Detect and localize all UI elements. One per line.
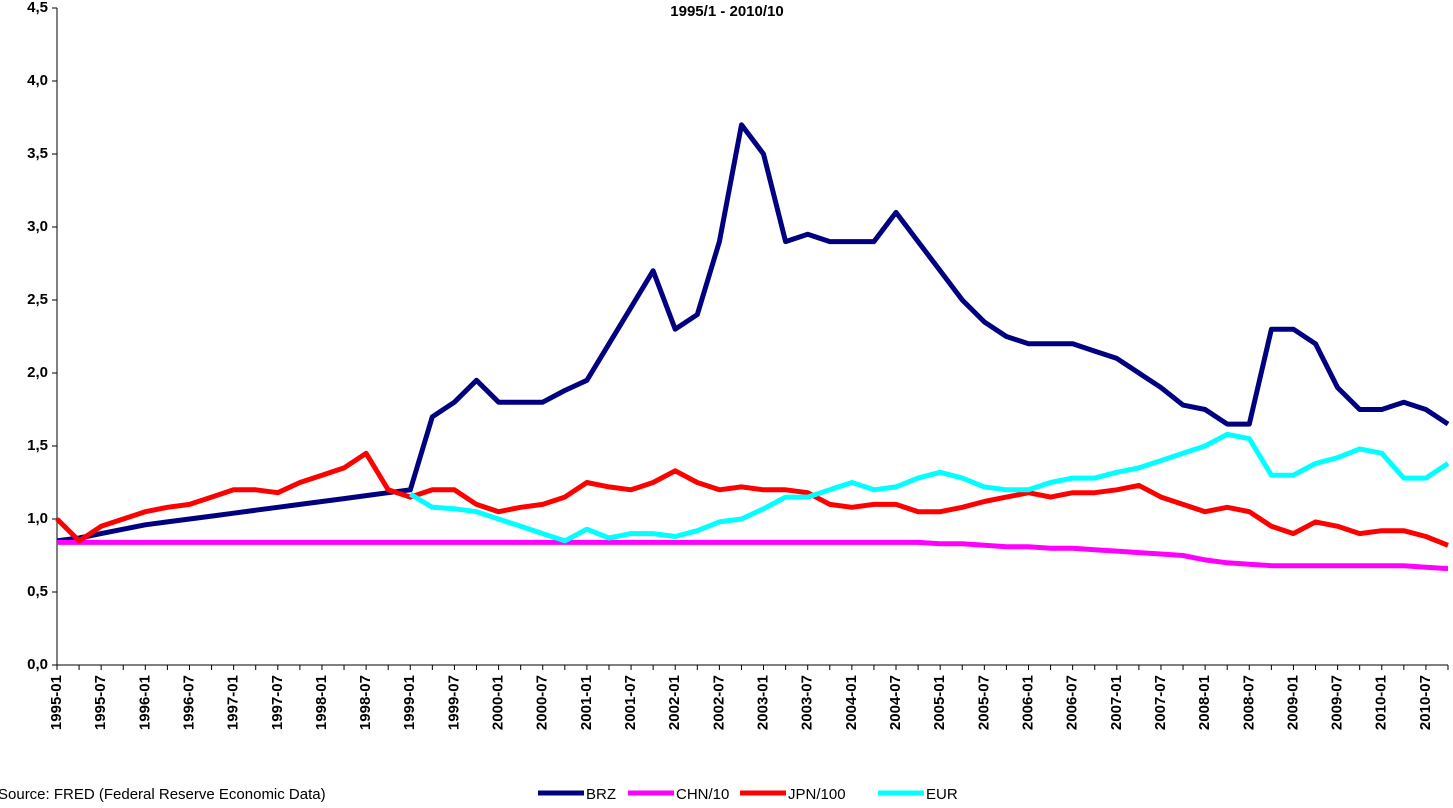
x-tick-label: 2004-07 [887,675,904,730]
series-line [55,450,1449,548]
y-tick-label: 1,0 [27,510,48,527]
x-tick-label: 2002-07 [710,675,727,730]
y-tick-label: 3,5 [27,145,48,162]
x-tick-label: 2001-07 [622,675,639,730]
x-tick-label: 2005-07 [975,675,992,730]
legend-label: BRZ [586,786,616,803]
legend-label: EUR [926,786,958,803]
chart-title: 1995/1 - 2010/10 [670,3,783,20]
x-tick-label: 1995-01 [48,675,65,730]
y-tick-label: 4,0 [27,72,48,89]
x-tick-label: 2004-01 [843,675,860,730]
x-tick-label: 2000-07 [534,675,551,730]
x-tick-label: 2009-07 [1329,675,1346,730]
x-tick-label: 2006-01 [1019,675,1036,730]
x-tick-label: 1996-07 [180,675,197,730]
y-tick-label: 1,5 [27,437,48,454]
x-tick-label: 2006-07 [1064,675,1081,730]
x-tick-label: 1999-07 [445,675,462,730]
y-tick-label: 3,0 [27,218,48,235]
x-tick-label: 1995-07 [92,675,109,730]
x-tick-label: 2007-01 [1108,675,1125,730]
x-tick-label: 2008-01 [1196,675,1213,730]
series-line [409,431,1450,544]
y-tick-label: 0,5 [27,583,48,600]
source-note: Source: FRED (Federal Reserve Economic D… [0,786,326,803]
y-tick-label: 0,0 [27,656,48,673]
x-tick-label: 2008-07 [1240,675,1257,730]
series-line [56,122,1450,544]
x-tick-label: 1997-07 [269,675,286,730]
y-tick-label: 2,0 [27,364,48,381]
legend-label: JPN/100 [788,786,846,803]
x-tick-label: 2003-07 [799,675,816,730]
x-tick-label: 1999-01 [401,675,418,730]
x-tick-label: 2002-01 [666,675,683,730]
x-tick-label: 2010-07 [1417,675,1434,730]
x-tick-label: 2007-07 [1152,675,1169,730]
y-tick-label: 4,5 [27,0,48,16]
y-tick-label: 2,5 [27,291,48,308]
legend-label: CHN/10 [676,786,729,803]
x-tick-label: 1997-01 [225,675,242,730]
x-tick-label: 1998-01 [313,675,330,730]
series-line [57,539,1449,572]
x-tick-label: 2010-01 [1373,675,1390,730]
x-tick-label: 1998-07 [357,675,374,730]
x-tick-label: 2009-01 [1284,675,1301,730]
x-tick-label: 2000-01 [490,675,507,730]
x-tick-label: 2001-01 [578,675,595,730]
x-tick-label: 1996-01 [136,675,153,730]
x-tick-label: 2005-01 [931,675,948,730]
x-tick-label: 2003-01 [755,675,772,730]
